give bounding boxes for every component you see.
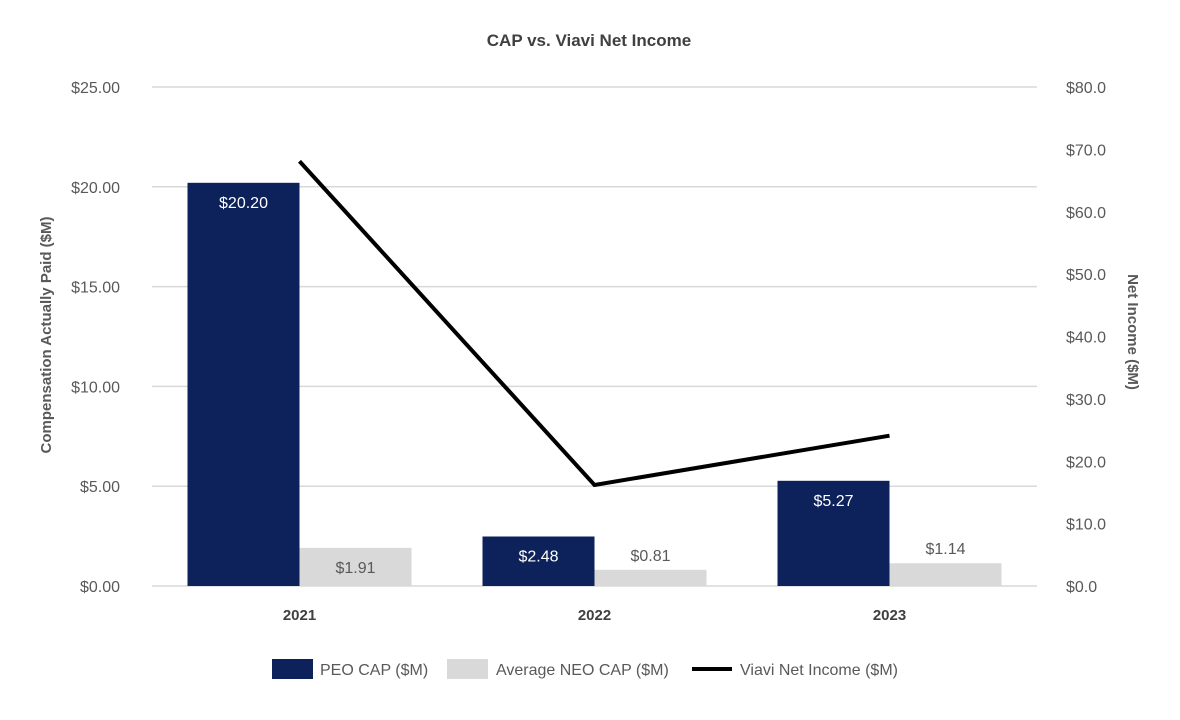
left-axis-ticks: $0.00 $5.00 $10.00 $15.00 $20.00 $25.00 [71, 80, 120, 596]
peo-cap-bar [187, 182, 300, 587]
neo-cap-bar [594, 569, 707, 586]
category-label: 2023 [873, 607, 906, 624]
left-tick-label: $20.00 [71, 180, 120, 197]
right-tick-label: $80.0 [1066, 80, 1106, 97]
data-label: $0.81 [630, 548, 670, 565]
data-label: $20.20 [219, 195, 268, 212]
data-label: $1.91 [335, 560, 375, 577]
left-tick-label: $0.00 [80, 579, 120, 596]
data-label: $2.48 [518, 548, 558, 565]
bar-marks [187, 182, 1002, 587]
neo-cap-bar [299, 547, 412, 586]
peo-cap-bar [482, 536, 595, 586]
category-labels: 2021 2022 2023 [283, 607, 906, 624]
chart-title: CAP vs. Viavi Net Income [487, 31, 691, 50]
legend: PEO CAP ($M) Average NEO CAP ($M) Viavi Ne… [272, 659, 898, 679]
right-tick-label: $20.0 [1066, 454, 1106, 471]
data-label: $5.27 [813, 493, 853, 510]
left-tick-label: $10.00 [71, 379, 120, 396]
neo-cap-bar [889, 563, 1002, 586]
right-axis-title: Net Income ($M) [1124, 274, 1141, 390]
data-labels: $20.20 $1.91 $2.48 $0.81 $5.27 $1.14 [219, 195, 966, 577]
legend-swatch [447, 659, 488, 679]
peo-cap-bar [777, 480, 890, 586]
left-tick-label: $25.00 [71, 80, 120, 97]
category-label: 2021 [283, 607, 316, 624]
right-tick-label: $60.0 [1066, 205, 1106, 222]
category-label: 2022 [578, 607, 611, 624]
right-tick-label: $10.0 [1066, 517, 1106, 534]
legend-label: Viavi Net Income ($M) [740, 662, 898, 679]
legend-swatch [272, 659, 313, 679]
legend-label: PEO CAP ($M) [320, 662, 428, 679]
left-axis-title: Compensation Actually Paid ($M) [38, 217, 55, 454]
right-tick-label: $0.0 [1066, 579, 1097, 596]
line-marks [298, 159, 890, 488]
data-label: $1.14 [925, 541, 965, 558]
left-tick-label: $5.00 [80, 479, 120, 496]
right-tick-label: $30.0 [1066, 392, 1106, 409]
net-income-line [298, 159, 890, 488]
right-tick-label: $70.0 [1066, 142, 1106, 159]
right-axis-ticks: $0.0 $10.0 $20.0 $30.0 $40.0 $50.0 $60.0 $70.0 $… [1066, 80, 1106, 596]
right-tick-label: $40.0 [1066, 330, 1106, 347]
legend-label: Average NEO CAP ($M) [496, 662, 669, 679]
right-tick-label: $50.0 [1066, 267, 1106, 284]
left-tick-label: $15.00 [71, 280, 120, 297]
